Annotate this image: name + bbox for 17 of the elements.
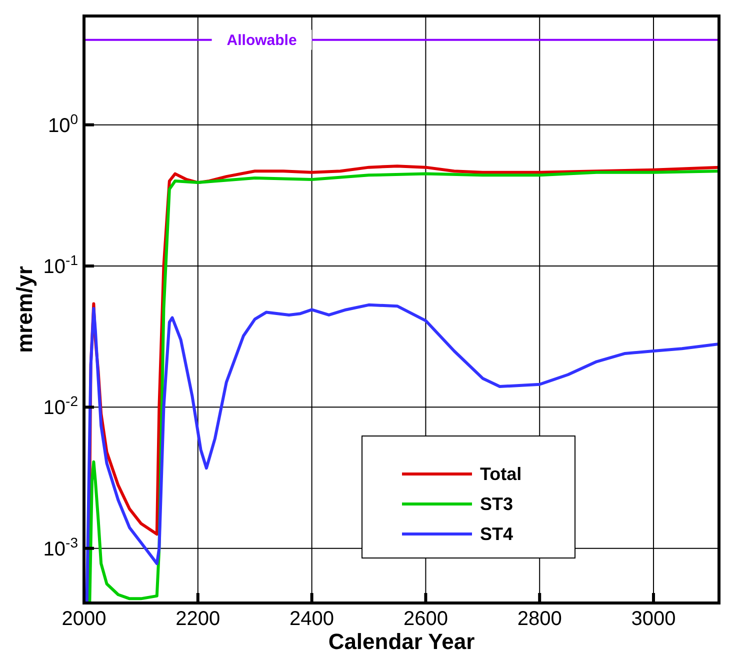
x-tick-label: 3000 bbox=[631, 608, 676, 630]
legend-label: Total bbox=[480, 464, 522, 484]
x-tick-label: 2400 bbox=[290, 608, 334, 630]
x-tick-label: 2800 bbox=[517, 608, 562, 630]
y-tick-label: 10$^{-2}$ bbox=[43, 393, 78, 420]
y-tick-label: 10$^{0}$ bbox=[48, 110, 78, 137]
x-tick-label: 2600 bbox=[403, 608, 448, 630]
legend-label: ST3 bbox=[480, 494, 514, 514]
legend-label: ST4 bbox=[480, 524, 514, 544]
ref-line-label: Allowable bbox=[226, 32, 297, 49]
y-tick-label: 10$^{-3}$ bbox=[43, 534, 78, 560]
y-tick-label: 10$^{-1}$ bbox=[43, 252, 78, 278]
x-tick-label: 2000 bbox=[62, 608, 106, 630]
y-axis-title: mrem/yr bbox=[12, 266, 37, 353]
line-series bbox=[85, 303, 719, 603]
x-tick-label: 2200 bbox=[176, 608, 220, 630]
x-axis-title: Calendar Year bbox=[328, 629, 476, 654]
